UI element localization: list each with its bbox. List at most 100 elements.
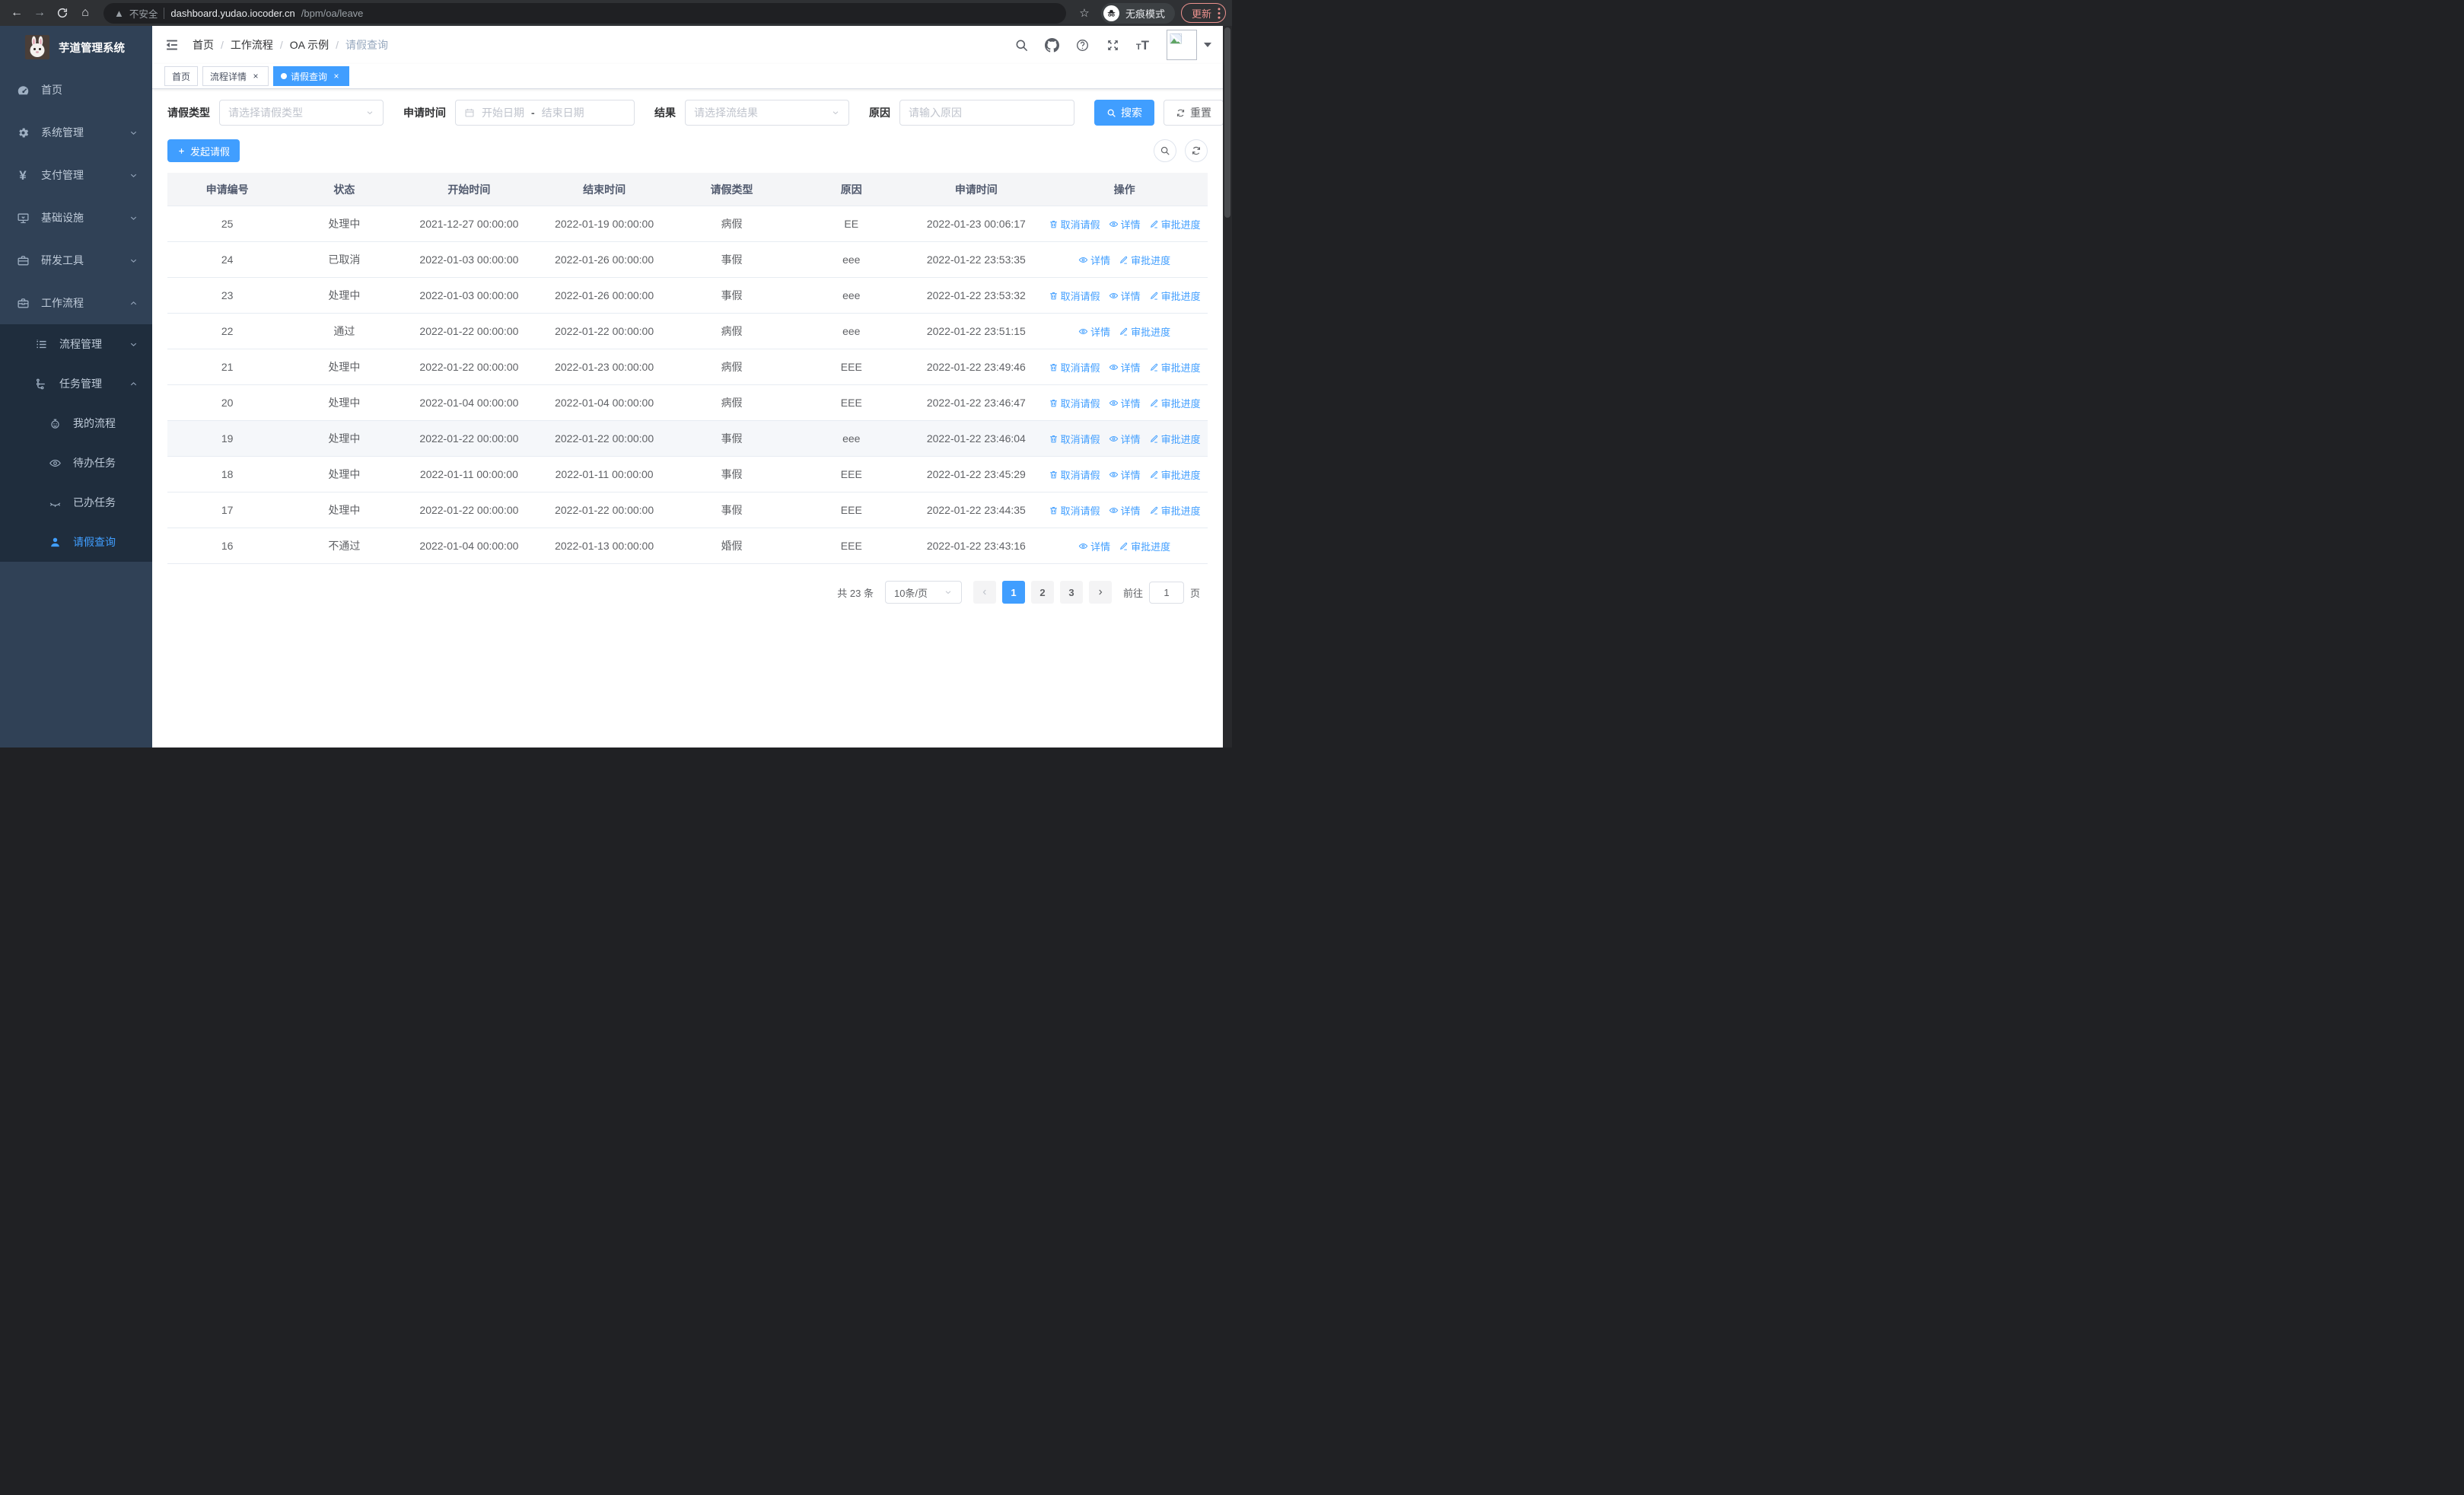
approval-progress-link[interactable]: 审批进度 [1149,288,1201,303]
approval-progress-link[interactable]: 审批进度 [1149,217,1201,231]
window-scrollbar[interactable] [1223,26,1232,748]
page-number-button[interactable]: 3 [1059,581,1083,604]
close-icon[interactable] [331,71,342,81]
sidebar-item-workflow[interactable]: 工作流程 [0,282,152,324]
page-buttons: 1 2 3 [1001,581,1083,604]
apply-time-range-picker[interactable]: 开始日期 - 结束日期 [455,100,635,126]
sidebar-item-done-tasks[interactable]: 已办任务 [0,483,152,522]
create-leave-button[interactable]: 发起请假 [167,139,240,162]
cell-reason: eee [842,325,861,337]
approval-progress-link[interactable]: 审批进度 [1119,539,1170,553]
chevron-down-icon [831,108,840,117]
detail-link[interactable]: 详情 [1078,253,1110,267]
page-number-button[interactable]: 2 [1030,581,1054,604]
detail-link[interactable]: 详情 [1109,360,1141,375]
detail-link[interactable]: 详情 [1109,288,1141,303]
cancel-leave-link[interactable]: 取消请假 [1049,467,1100,482]
approval-progress-link[interactable]: 审批进度 [1149,503,1201,518]
approval-progress-link[interactable]: 审批进度 [1119,324,1170,339]
goto-label: 前往 [1122,587,1143,599]
detail-link[interactable]: 详情 [1109,217,1141,231]
close-icon[interactable] [250,71,261,81]
browser-reload-button[interactable] [52,2,73,24]
font-size-icon[interactable] [1136,39,1149,52]
github-icon[interactable] [1044,37,1059,53]
reset-button[interactable]: 重置 [1164,100,1223,126]
cancel-leave-link[interactable]: 取消请假 [1049,288,1100,303]
approval-progress-link[interactable]: 审批进度 [1149,360,1201,375]
detail-link[interactable]: 详情 [1109,467,1141,482]
sidebar-item-home[interactable]: 首页 [0,69,152,111]
cancel-leave-link[interactable]: 取消请假 [1049,396,1100,410]
goto-page-input[interactable] [1148,581,1184,604]
next-page-button[interactable] [1088,581,1112,604]
cell-leave-type: 病假 [721,218,743,230]
approval-progress-link[interactable]: 审批进度 [1149,432,1201,446]
scrollbar-thumb[interactable] [1224,27,1230,218]
sidebar-item-infrastructure[interactable]: 基础设施 [0,196,152,239]
sidebar-item-payment[interactable]: ¥ 支付管理 [0,154,152,196]
fullscreen-icon[interactable] [1106,38,1120,53]
cancel-leave-link[interactable]: 取消请假 [1049,360,1100,375]
sidebar-item-todo-tasks[interactable]: 待办任务 [0,443,152,483]
cell-apply-id: 25 [221,218,234,230]
browser-menu-icon[interactable] [1218,7,1221,19]
page-number-button[interactable]: 1 [1001,581,1025,604]
browser-forward-button[interactable]: → [33,6,46,19]
approval-progress-link[interactable]: 审批进度 [1119,253,1170,267]
approval-progress-link[interactable]: 审批进度 [1149,396,1201,410]
app-logo[interactable]: 芋道管理系统 [0,26,152,69]
caret-down-icon[interactable] [1204,43,1211,47]
sidebar-item-system[interactable]: 系统管理 [0,111,152,154]
refresh-table-button[interactable] [1185,139,1208,162]
cancel-leave-link[interactable]: 取消请假 [1049,432,1100,446]
cell-start-time: 2022-01-03 00:00:00 [419,253,519,266]
search-icon[interactable] [1014,38,1029,53]
trash-icon [1049,363,1057,371]
breadcrumb-home[interactable]: 首页 [193,39,214,51]
address-bar[interactable]: ▲ 不安全 dashboard.yudao.iocoder.cn/bpm/oa/… [103,2,1066,24]
tab-process-detail[interactable]: 流程详情 [202,66,269,86]
pen-icon [1120,542,1128,550]
cancel-leave-link[interactable]: 取消请假 [1049,503,1100,518]
tab-leave-query[interactable]: 请假查询 [273,66,350,86]
trash-icon [1049,220,1057,228]
sidebar-item-my-process[interactable]: 我的流程 [0,403,152,443]
page-size-select[interactable]: 10条/页 [884,581,962,604]
chevron-down-icon [365,108,374,117]
tab-home[interactable]: 首页 [164,66,199,86]
pagination: 共 23 条 10条/页 1 [167,581,1208,604]
bookmark-star-button[interactable]: ☆ [1079,7,1090,20]
user-menu[interactable] [1167,30,1211,60]
detail-link[interactable]: 详情 [1109,503,1141,518]
search-icon [1160,146,1170,155]
browser-back-button[interactable]: ← [11,6,23,19]
sidebar-fold-icon[interactable] [164,37,180,53]
sidebar-item-dev-tools[interactable]: 研发工具 [0,239,152,282]
avatar[interactable] [1167,30,1197,60]
help-icon[interactable] [1075,38,1090,53]
browser-update-button[interactable]: 更新 [1180,3,1226,23]
cancel-leave-link[interactable]: 取消请假 [1049,217,1100,231]
search-button[interactable]: 搜索 [1094,100,1154,126]
sidebar-item-process-management[interactable]: 流程管理 [0,324,152,364]
detail-link[interactable]: 详情 [1078,324,1110,339]
sidebar-item-task-management[interactable]: 任务管理 [0,364,152,403]
app: 芋道管理系统 首页 系统管理 ¥ 支付管理 [0,26,1223,748]
breadcrumb-oa-example[interactable]: OA 示例 [289,39,329,51]
detail-link[interactable]: 详情 [1078,539,1110,553]
breadcrumb-separator: / [221,39,224,51]
reason-input[interactable] [909,107,1065,119]
approval-progress-link[interactable]: 审批进度 [1149,467,1201,482]
result-select[interactable]: 请选择流结果 [685,100,849,126]
detail-link[interactable]: 详情 [1109,396,1141,410]
breadcrumb-separator: / [279,39,283,51]
prev-page-button[interactable] [973,581,996,604]
toggle-search-button[interactable] [1154,139,1176,162]
leave-type-select[interactable]: 请选择请假类型 [219,100,384,126]
breadcrumb-workflow[interactable]: 工作流程 [230,39,273,51]
browser-home-button[interactable]: ⌂ [81,6,89,19]
detail-link[interactable]: 详情 [1109,432,1141,446]
security-status[interactable]: ▲ 不安全 [114,6,158,21]
sidebar-item-leave-query[interactable]: 请假查询 [0,522,152,562]
